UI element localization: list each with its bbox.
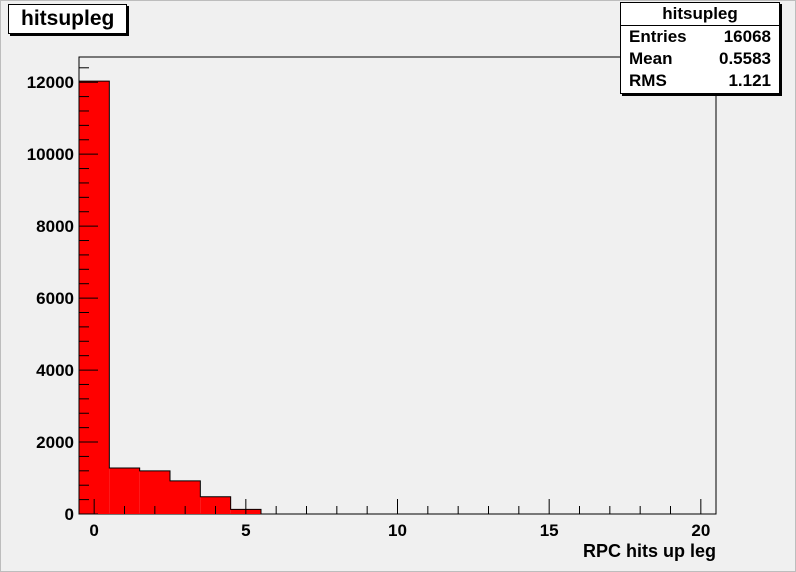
histogram-outline — [78, 80, 262, 514]
y-tick-label: 4000 — [36, 361, 74, 380]
y-tick-label: 2000 — [36, 433, 74, 452]
stats-mean-value: 0.5583 — [719, 49, 771, 68]
y-tick-label: 8000 — [36, 217, 74, 236]
y-tick-label: 0 — [65, 505, 74, 524]
plot-frame — [78, 56, 717, 515]
x-tick-label: 5 — [241, 521, 250, 540]
stats-mean-label: Mean — [629, 49, 673, 68]
stats-row-mean: Mean 0.5583 — [621, 48, 779, 70]
y-tick-label: 6000 — [36, 289, 74, 308]
stats-box: hitsupleg Entries 16068 Mean 0.5583 RMS … — [620, 2, 780, 94]
stats-entries-label: Entries — [629, 27, 687, 46]
stats-box-title: hitsupleg — [621, 3, 779, 26]
x-tick-label: 10 — [388, 521, 407, 540]
y-axis-ticks: 0 2000 4000 6000 8000 10000 12000 — [27, 67, 98, 524]
x-tick-label: 0 — [89, 521, 98, 540]
histogram-title: hitsupleg — [8, 4, 128, 34]
y-tick-label: 10000 — [27, 145, 74, 164]
histogram-bar-4 — [200, 496, 231, 514]
stats-row-rms: RMS 1.121 — [621, 70, 779, 92]
stats-row-entries: Entries 16068 — [621, 26, 779, 48]
y-tick-label: 12000 — [27, 73, 74, 92]
x-axis-ticks: 0 5 10 15 20 — [89, 499, 710, 540]
histogram-bar-0 — [79, 81, 110, 515]
x-tick-label: 15 — [540, 521, 559, 540]
x-tick-label: 20 — [691, 521, 710, 540]
stats-rms-label: RMS — [629, 71, 667, 90]
x-axis-label: RPC hits up leg — [583, 541, 716, 561]
stats-rms-value: 1.121 — [728, 71, 771, 90]
stats-entries-value: 16068 — [723, 27, 771, 46]
